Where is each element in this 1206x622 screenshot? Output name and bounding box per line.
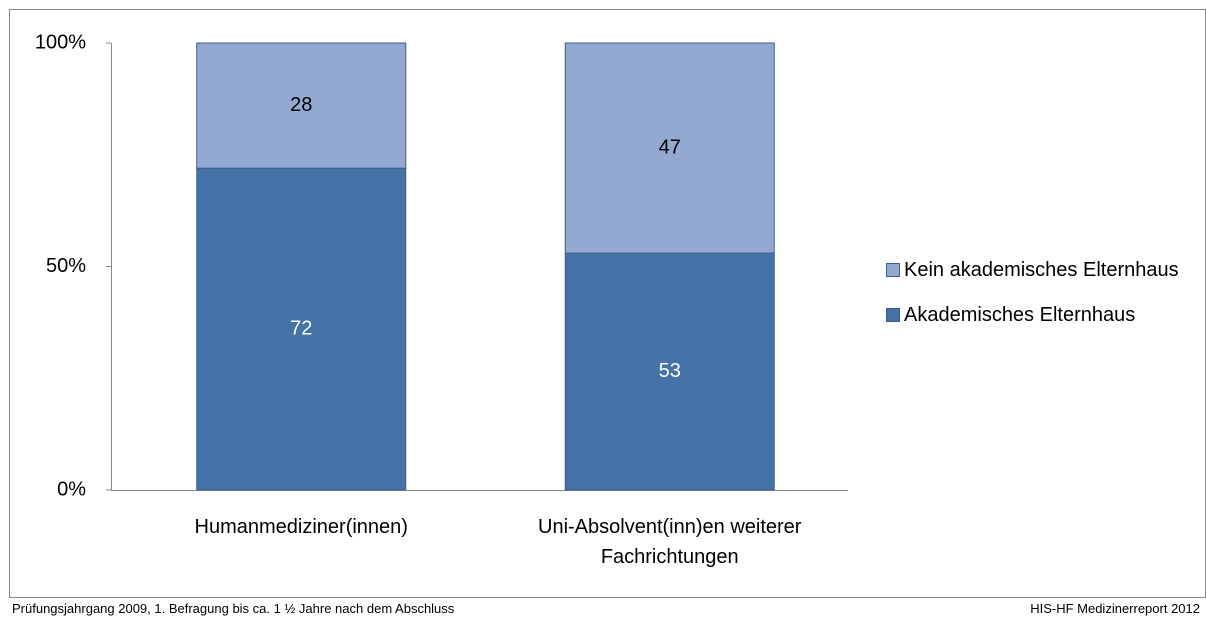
legend-swatch xyxy=(886,263,900,277)
x-tick-label: Humanmediziner(innen) xyxy=(194,516,408,538)
footer-left: Prüfungsjahrgang 2009, 1. Befragung bis … xyxy=(12,601,455,616)
legend-swatch xyxy=(886,308,900,322)
bar-segment xyxy=(196,42,407,169)
data-label: 53 xyxy=(659,360,681,382)
data-label: 28 xyxy=(290,94,312,116)
bar-segment xyxy=(564,42,775,254)
y-tick-label: 50% xyxy=(46,255,86,277)
legend-label: Akademisches Elternhaus xyxy=(904,304,1136,326)
data-label: 47 xyxy=(659,136,681,158)
footer-right: HIS-HF Medizinerreport 2012 xyxy=(1030,601,1200,616)
legend-label: Kein akademisches Elternhaus xyxy=(904,259,1179,281)
legend-entry: Akademisches Elternhaus xyxy=(886,301,1196,330)
legend: Kein akademisches Elternhaus Akademisches… xyxy=(886,256,1196,346)
bar-segment xyxy=(564,252,775,491)
data-label: 72 xyxy=(290,317,312,339)
bar-segment xyxy=(196,167,407,491)
y-tick-label: 0% xyxy=(57,478,86,500)
y-tick-label: 100% xyxy=(35,31,86,53)
x-tick-label: Uni-Absolvent(inn)en weiterer Fachrichtu… xyxy=(538,516,802,568)
legend-entry: Kein akademisches Elternhaus xyxy=(886,256,1196,285)
